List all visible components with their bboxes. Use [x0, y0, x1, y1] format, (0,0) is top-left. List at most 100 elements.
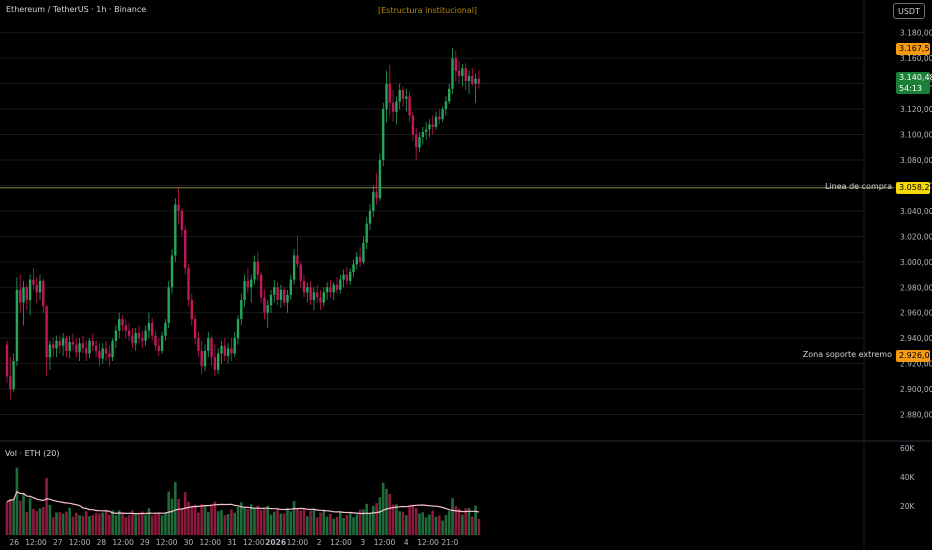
- candle-body: [9, 376, 12, 390]
- candle-body: [144, 330, 147, 341]
- candle-body: [197, 338, 200, 351]
- high-price-tag: 3.167,55: [896, 42, 932, 55]
- volume-bar: [467, 507, 471, 535]
- volume-bar: [408, 506, 411, 535]
- candle-body: [193, 319, 197, 339]
- candle-body: [217, 353, 220, 370]
- candle-body: [309, 287, 312, 300]
- volume-bar: [81, 515, 85, 535]
- volume-bar: [405, 515, 408, 535]
- candle-body: [180, 210, 184, 230]
- candle-body: [32, 279, 35, 285]
- candle-body: [329, 287, 332, 293]
- volume-bar: [339, 512, 342, 535]
- candle-body: [88, 340, 91, 354]
- candle-body: [378, 160, 382, 199]
- volume-bar: [98, 513, 101, 535]
- candle-body: [289, 279, 292, 295]
- candle-body: [154, 335, 157, 346]
- volume-tick-label: 20K: [900, 502, 916, 511]
- candle-body: [411, 115, 415, 135]
- candle-body: [187, 268, 190, 300]
- volume-bar: [160, 515, 164, 535]
- volume-bar: [418, 513, 421, 535]
- candle-body: [28, 279, 32, 300]
- volume-bar: [438, 515, 441, 535]
- volume-bar: [279, 513, 283, 535]
- volume-bar: [137, 514, 141, 535]
- volume-bar: [329, 513, 332, 535]
- volume-bar: [167, 491, 170, 535]
- volume-bar: [48, 504, 52, 535]
- volume-bar: [193, 504, 197, 535]
- volume-bar: [131, 510, 134, 535]
- volume-bar: [352, 517, 355, 535]
- candle-body: [223, 345, 226, 356]
- time-tick-label: 12:00: [112, 538, 134, 547]
- candle-body: [467, 76, 471, 82]
- candle-body: [273, 287, 276, 295]
- volume-bar: [315, 517, 319, 535]
- volume-bar: [88, 516, 91, 535]
- volume-bar: [71, 516, 75, 535]
- time-tick-label: 31: [227, 538, 237, 547]
- candle-body: [375, 191, 378, 199]
- volume-bar: [319, 512, 322, 535]
- volume-bar: [45, 478, 48, 535]
- volume-bar: [395, 504, 398, 535]
- candle-body: [12, 361, 15, 390]
- candle-body: [352, 264, 355, 272]
- price-tick-label: 2.880,00: [900, 411, 932, 420]
- volume-bar: [312, 508, 316, 535]
- candle-body: [190, 300, 193, 320]
- candle-body: [147, 322, 151, 331]
- candle-body: [48, 344, 52, 358]
- volume-bar: [454, 506, 458, 535]
- time-tick-label: 2026: [265, 538, 286, 547]
- time-tick-label: 28: [97, 538, 107, 547]
- volume-bar: [240, 502, 243, 535]
- candle-body: [332, 284, 335, 293]
- volume-bar: [286, 507, 289, 535]
- candle-body: [283, 289, 286, 303]
- currency-button[interactable]: USDT: [893, 3, 925, 19]
- price-tick-label: 2.900,00: [900, 385, 932, 394]
- candle-body: [174, 204, 177, 256]
- volume-bar: [411, 504, 415, 535]
- time-tick-label: 12:00: [417, 538, 439, 547]
- volume-bar: [58, 512, 62, 535]
- volume-bar: [345, 515, 349, 535]
- volume-bar: [51, 517, 55, 535]
- candle-body: [45, 306, 48, 358]
- candle-countdown: 54:13: [899, 84, 923, 94]
- volume-bar: [108, 514, 111, 535]
- volume-bar: [210, 505, 213, 535]
- volume-bar: [259, 509, 263, 535]
- volume-bar: [273, 511, 276, 535]
- volume-bar: [150, 515, 154, 535]
- volume-bar: [220, 510, 223, 535]
- time-tick-label: 12:00: [156, 538, 178, 547]
- candle-body: [184, 230, 187, 269]
- candle-body: [243, 280, 246, 300]
- candle-body: [454, 58, 457, 71]
- volume-bar: [127, 515, 131, 535]
- volume-bar: [368, 513, 372, 535]
- buy-line-label: Linea de compra: [824, 181, 892, 191]
- time-tick-label: 12:00: [287, 538, 309, 547]
- volume-bar: [216, 511, 220, 535]
- volume-bar: [358, 509, 362, 535]
- volume-bar: [22, 493, 25, 535]
- price-tick-label: 3.100,00: [900, 131, 932, 140]
- candle-body: [263, 297, 266, 313]
- candle-body: [111, 340, 114, 358]
- candle-body: [230, 348, 233, 354]
- volume-bar: [75, 512, 78, 535]
- time-tick-label: 4: [404, 538, 409, 547]
- candle-body: [418, 137, 421, 148]
- candle-body: [342, 274, 345, 280]
- time-tick-label: 30: [184, 538, 194, 547]
- time-tick-label: 12:00: [330, 538, 352, 547]
- time-tick-label: 12:00: [243, 538, 265, 547]
